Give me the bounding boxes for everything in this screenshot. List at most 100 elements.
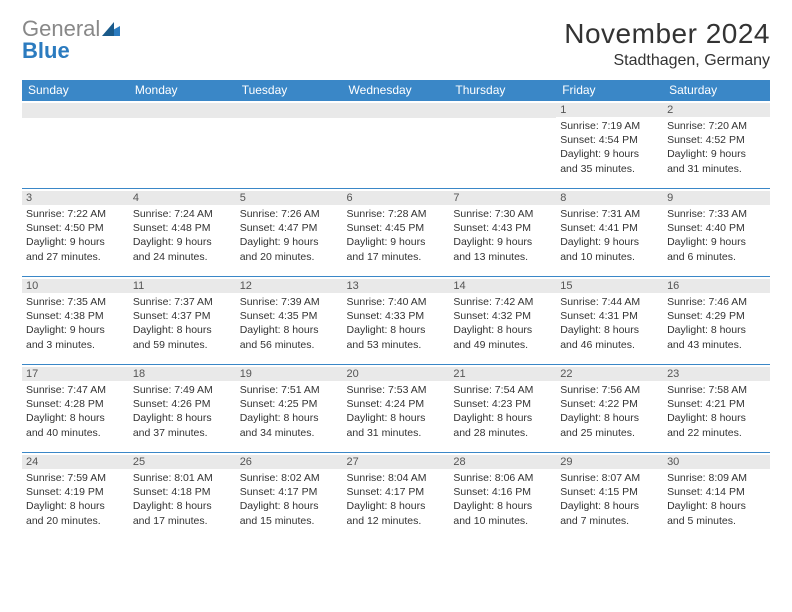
day-header: Tuesday	[236, 80, 343, 101]
calendar-cell	[343, 101, 450, 189]
sunset-text: Sunset: 4:14 PM	[667, 485, 766, 499]
calendar-cell: 6Sunrise: 7:28 AMSunset: 4:45 PMDaylight…	[343, 189, 450, 277]
sunrise-text: Sunrise: 7:19 AM	[560, 119, 659, 133]
calendar-cell: 16Sunrise: 7:46 AMSunset: 4:29 PMDayligh…	[663, 277, 770, 365]
sunrise-text: Sunrise: 7:40 AM	[347, 295, 446, 309]
calendar-cell: 4Sunrise: 7:24 AMSunset: 4:48 PMDaylight…	[129, 189, 236, 277]
day-number: 15	[556, 279, 663, 293]
calendar-cell	[129, 101, 236, 189]
day-info: Sunrise: 7:39 AMSunset: 4:35 PMDaylight:…	[240, 295, 339, 352]
calendar-cell	[236, 101, 343, 189]
day-number: 14	[449, 279, 556, 293]
sunrise-text: Sunrise: 7:30 AM	[453, 207, 552, 221]
daylight-text: Daylight: 8 hours and 43 minutes.	[667, 323, 766, 351]
daylight-text: Daylight: 8 hours and 15 minutes.	[240, 499, 339, 527]
day-number: 10	[22, 279, 129, 293]
day-info: Sunrise: 7:33 AMSunset: 4:40 PMDaylight:…	[667, 207, 766, 264]
day-info: Sunrise: 7:47 AMSunset: 4:28 PMDaylight:…	[26, 383, 125, 440]
day-number: 29	[556, 455, 663, 469]
day-number	[449, 103, 556, 118]
sunset-text: Sunset: 4:48 PM	[133, 221, 232, 235]
day-number: 13	[343, 279, 450, 293]
sunset-text: Sunset: 4:19 PM	[26, 485, 125, 499]
day-header: Saturday	[663, 80, 770, 101]
day-number	[129, 103, 236, 118]
sunrise-text: Sunrise: 7:42 AM	[453, 295, 552, 309]
daylight-text: Daylight: 9 hours and 27 minutes.	[26, 235, 125, 263]
daylight-text: Daylight: 8 hours and 59 minutes.	[133, 323, 232, 351]
sunrise-text: Sunrise: 8:06 AM	[453, 471, 552, 485]
calendar-cell: 12Sunrise: 7:39 AMSunset: 4:35 PMDayligh…	[236, 277, 343, 365]
calendar-cell: 30Sunrise: 8:09 AMSunset: 4:14 PMDayligh…	[663, 453, 770, 541]
sunset-text: Sunset: 4:52 PM	[667, 133, 766, 147]
sunrise-text: Sunrise: 8:01 AM	[133, 471, 232, 485]
day-info: Sunrise: 7:31 AMSunset: 4:41 PMDaylight:…	[560, 207, 659, 264]
day-info: Sunrise: 7:35 AMSunset: 4:38 PMDaylight:…	[26, 295, 125, 352]
day-number: 20	[343, 367, 450, 381]
daylight-text: Daylight: 9 hours and 13 minutes.	[453, 235, 552, 263]
daylight-text: Daylight: 8 hours and 49 minutes.	[453, 323, 552, 351]
sunrise-text: Sunrise: 7:33 AM	[667, 207, 766, 221]
sunset-text: Sunset: 4:31 PM	[560, 309, 659, 323]
day-info: Sunrise: 7:54 AMSunset: 4:23 PMDaylight:…	[453, 383, 552, 440]
daylight-text: Daylight: 9 hours and 10 minutes.	[560, 235, 659, 263]
day-info: Sunrise: 7:30 AMSunset: 4:43 PMDaylight:…	[453, 207, 552, 264]
day-number: 3	[22, 191, 129, 205]
day-number	[236, 103, 343, 118]
calendar-cell	[449, 101, 556, 189]
calendar-cell	[22, 101, 129, 189]
day-number: 5	[236, 191, 343, 205]
daylight-text: Daylight: 8 hours and 37 minutes.	[133, 411, 232, 439]
day-number: 9	[663, 191, 770, 205]
daylight-text: Daylight: 9 hours and 20 minutes.	[240, 235, 339, 263]
sunset-text: Sunset: 4:23 PM	[453, 397, 552, 411]
sunset-text: Sunset: 4:29 PM	[667, 309, 766, 323]
day-number: 19	[236, 367, 343, 381]
day-info: Sunrise: 8:09 AMSunset: 4:14 PMDaylight:…	[667, 471, 766, 528]
sunrise-text: Sunrise: 7:22 AM	[26, 207, 125, 221]
sunset-text: Sunset: 4:54 PM	[560, 133, 659, 147]
day-number: 17	[22, 367, 129, 381]
daylight-text: Daylight: 8 hours and 20 minutes.	[26, 499, 125, 527]
sunset-text: Sunset: 4:25 PM	[240, 397, 339, 411]
day-info: Sunrise: 7:51 AMSunset: 4:25 PMDaylight:…	[240, 383, 339, 440]
sunset-text: Sunset: 4:45 PM	[347, 221, 446, 235]
day-number: 6	[343, 191, 450, 205]
daylight-text: Daylight: 8 hours and 22 minutes.	[667, 411, 766, 439]
day-info: Sunrise: 7:42 AMSunset: 4:32 PMDaylight:…	[453, 295, 552, 352]
logo-word-blue: Blue	[22, 38, 70, 63]
day-info: Sunrise: 7:40 AMSunset: 4:33 PMDaylight:…	[347, 295, 446, 352]
day-info: Sunrise: 7:22 AMSunset: 4:50 PMDaylight:…	[26, 207, 125, 264]
day-number: 2	[663, 103, 770, 117]
daylight-text: Daylight: 9 hours and 35 minutes.	[560, 147, 659, 175]
calendar-cell: 24Sunrise: 7:59 AMSunset: 4:19 PMDayligh…	[22, 453, 129, 541]
day-number: 25	[129, 455, 236, 469]
daylight-text: Daylight: 8 hours and 56 minutes.	[240, 323, 339, 351]
sunrise-text: Sunrise: 7:44 AM	[560, 295, 659, 309]
calendar-cell: 3 Sunrise: 7:22 AMSunset: 4:50 PMDaylight…	[22, 189, 129, 277]
location-text: Stadthagen, Germany	[564, 52, 770, 70]
daylight-text: Daylight: 8 hours and 17 minutes.	[133, 499, 232, 527]
calendar-cell: 20 Sunrise: 7:53 AMSunset: 4:24 PMDayligh…	[343, 365, 450, 453]
calendar-cell: 18Sunrise: 7:49 AMSunset: 4:26 PMDayligh…	[129, 365, 236, 453]
calendar-cell: 13 Sunrise: 7:40 AMSunset: 4:33 PMDayligh…	[343, 277, 450, 365]
sunset-text: Sunset: 4:37 PM	[133, 309, 232, 323]
day-info: Sunrise: 7:20 AMSunset: 4:52 PMDaylight:…	[667, 119, 766, 176]
calendar-cell: 2 Sunrise: 7:20 AMSunset: 4:52 PMDaylight…	[663, 101, 770, 189]
calendar-cell: 5Sunrise: 7:26 AMSunset: 4:47 PMDaylight…	[236, 189, 343, 277]
sunset-text: Sunset: 4:28 PM	[26, 397, 125, 411]
day-number: 18	[129, 367, 236, 381]
day-header: Wednesday	[343, 80, 450, 101]
daylight-text: Daylight: 8 hours and 28 minutes.	[453, 411, 552, 439]
sunset-text: Sunset: 4:35 PM	[240, 309, 339, 323]
sunset-text: Sunset: 4:41 PM	[560, 221, 659, 235]
day-header: Sunday	[22, 80, 129, 101]
calendar-cell: 25Sunrise: 8:01 AMSunset: 4:18 PMDayligh…	[129, 453, 236, 541]
sunset-text: Sunset: 4:17 PM	[240, 485, 339, 499]
calendar-cell: 28Sunrise: 8:06 AMSunset: 4:16 PMDayligh…	[449, 453, 556, 541]
sunrise-text: Sunrise: 8:02 AM	[240, 471, 339, 485]
day-header: Monday	[129, 80, 236, 101]
day-info: Sunrise: 7:53 AMSunset: 4:24 PMDaylight:…	[347, 383, 446, 440]
calendar-cell: 11Sunrise: 7:37 AMSunset: 4:37 PMDayligh…	[129, 277, 236, 365]
day-number	[343, 103, 450, 118]
